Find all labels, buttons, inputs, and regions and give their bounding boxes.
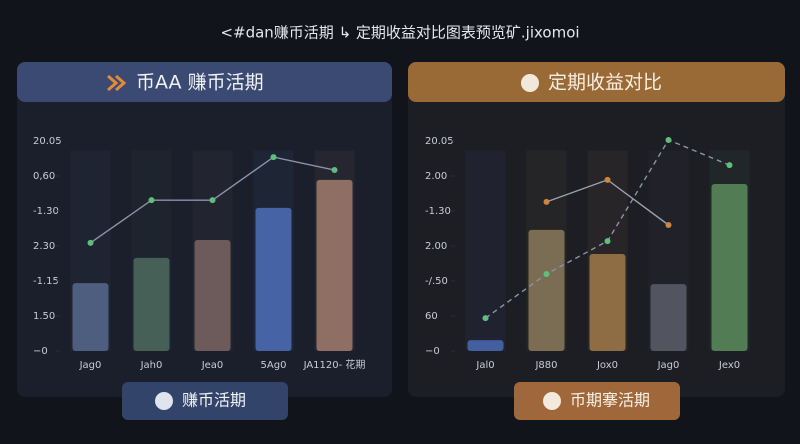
- y-tick-label: −0: [33, 346, 48, 357]
- panel: [408, 62, 785, 397]
- panel-header: [408, 62, 785, 102]
- point: [543, 271, 550, 277]
- bar: [316, 179, 353, 351]
- point: [270, 154, 277, 161]
- panel-title: 币AA 赚币活期: [136, 72, 264, 94]
- point: [604, 176, 611, 183]
- y-tick-label: -1.30: [33, 206, 59, 217]
- point: [604, 238, 611, 245]
- y-tick-label: -1.15: [33, 276, 59, 287]
- y-tick-label: −0: [425, 346, 440, 357]
- x-tick-label: 5Ag0: [261, 360, 287, 371]
- x-tick-label: Jag0: [657, 360, 680, 371]
- point: [482, 315, 489, 322]
- button-label[interactable]: 赚币活期: [182, 391, 246, 410]
- bar: [528, 229, 565, 351]
- x-tick-label: JA1120- 花期: [303, 358, 366, 371]
- panel: [17, 62, 392, 397]
- bar: [711, 184, 748, 351]
- bar: [650, 284, 687, 351]
- y-tick-label: 0,60: [33, 171, 55, 182]
- bar: [194, 240, 231, 351]
- panel-title: 定期收益对比: [548, 72, 662, 94]
- icon: [107, 74, 127, 92]
- bar: [72, 283, 109, 351]
- y-tick-label: 2.00: [425, 241, 447, 252]
- x-tick-label: Jox0: [596, 360, 618, 371]
- bar: [467, 340, 504, 351]
- icon: [155, 392, 173, 410]
- y-tick-label: 20.05: [33, 136, 62, 147]
- icon: [543, 392, 561, 410]
- x-tick-label: Jea0: [201, 360, 224, 371]
- y-tick-label: 1.50: [33, 311, 55, 322]
- point: [209, 197, 216, 204]
- y-tick-label: -/.50: [425, 276, 448, 287]
- bar: [255, 207, 292, 351]
- page-title: <#dan赚币活期 ↳ 定期收益对比图表预览矿.jixomoi: [220, 24, 579, 42]
- point: [543, 198, 550, 205]
- point: [87, 239, 94, 246]
- x-tick-label: Jah0: [140, 360, 163, 371]
- x-tick-label: Jal0: [475, 360, 494, 371]
- y-tick-label: -1.30: [425, 206, 451, 217]
- x-tick-label: Jex0: [718, 360, 740, 371]
- point: [665, 222, 672, 228]
- point: [331, 167, 338, 174]
- bar: [589, 254, 626, 351]
- y-tick-label: 2.30: [33, 241, 55, 252]
- bar: [133, 257, 170, 351]
- panel-header: [17, 62, 392, 102]
- icon: [521, 74, 539, 92]
- x-tick-label: Jag0: [79, 360, 102, 371]
- y-tick-label: 20.05: [425, 136, 454, 147]
- button-label[interactable]: 币期搴活期: [570, 391, 650, 410]
- point: [148, 197, 155, 204]
- y-tick-label: 60: [425, 311, 438, 322]
- point: [665, 136, 672, 143]
- point: [726, 162, 733, 169]
- x-tick-label: J880: [534, 360, 557, 371]
- button[interactable]: [514, 382, 680, 420]
- button[interactable]: [122, 382, 288, 420]
- y-tick-label: 2.00: [425, 171, 447, 182]
